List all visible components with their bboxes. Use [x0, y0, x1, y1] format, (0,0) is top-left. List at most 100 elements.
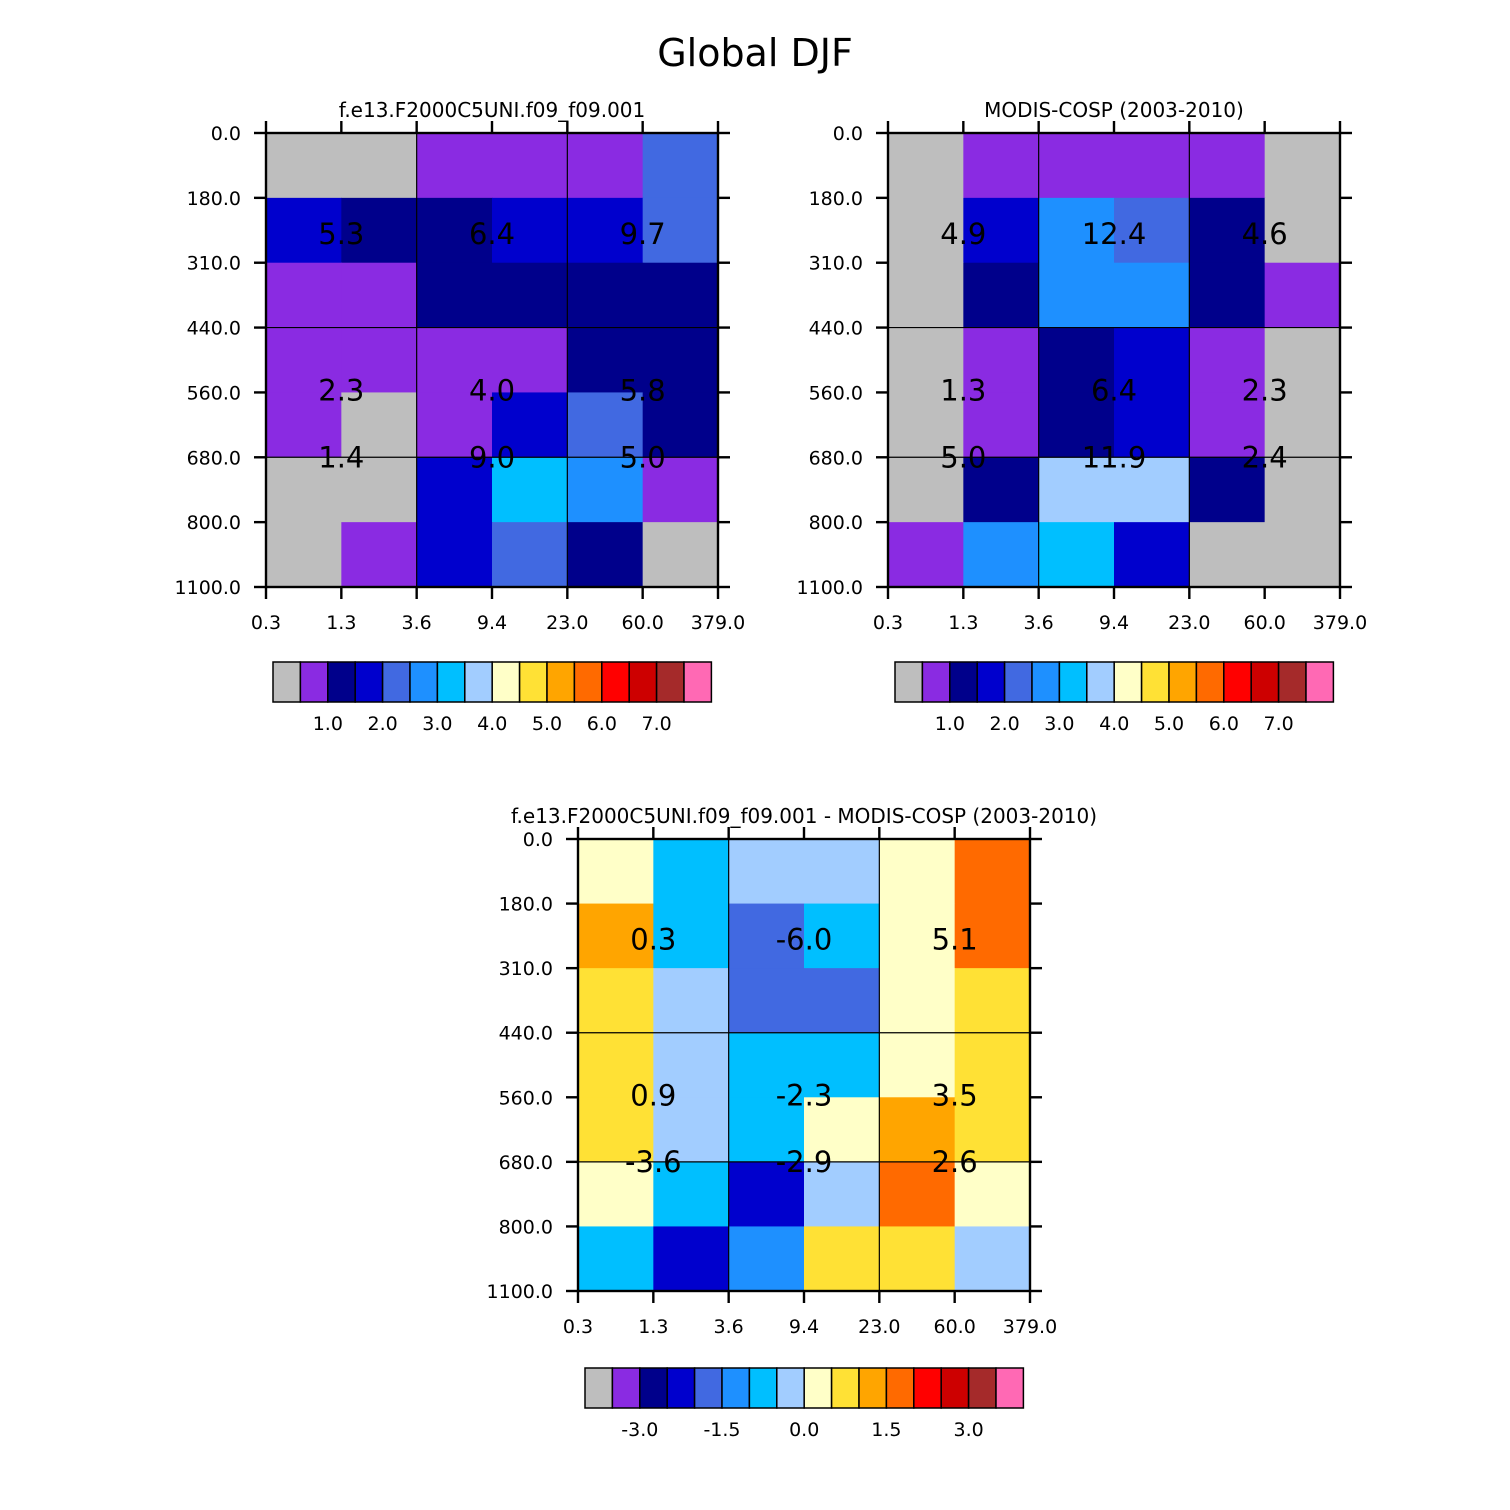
y-tick-label: 560.0	[809, 382, 863, 404]
heatmap-cell	[653, 1226, 730, 1292]
heatmap-cell	[1189, 262, 1266, 329]
colorbar-label: 5.0	[532, 713, 562, 735]
heatmap-cell	[642, 262, 719, 329]
colorbar-label: 7.0	[641, 713, 671, 735]
heatmap-cell	[492, 327, 568, 394]
heatmap-cell	[804, 903, 880, 969]
heatmap-cell	[578, 903, 654, 969]
heatmap-cell	[567, 133, 644, 199]
heatmap-cell	[578, 1097, 654, 1163]
heatmap-cell	[653, 903, 730, 969]
colorbar-box	[409, 661, 439, 703]
cell-value-label: 5.3	[318, 217, 364, 251]
colorbar-box	[601, 661, 630, 703]
cell-value-label: -2.3	[776, 1079, 833, 1113]
y-tick-label: 310.0	[499, 958, 553, 980]
cell-value-label: 5.0	[940, 440, 986, 474]
heatmap-cell	[1189, 392, 1266, 458]
x-tick-label: 9.4	[789, 1316, 819, 1338]
heatmap-cell	[642, 197, 719, 264]
colorbar-label: 1.0	[313, 713, 343, 735]
heatmap-cell	[879, 1097, 956, 1163]
colorbar-box	[518, 661, 548, 703]
colorbar-box	[666, 1367, 696, 1409]
heatmap-cell	[963, 133, 1040, 199]
colorbar-box	[976, 661, 1006, 703]
colorbar-label: 3.0	[422, 713, 452, 735]
heatmap-cell	[804, 1226, 880, 1292]
heatmap-cell	[266, 262, 342, 329]
panel-2: MODIS-COSP (2003-2010) 0.0 180.0 310.0 440.0…	[797, 98, 1368, 735]
colorbar-box	[436, 661, 466, 703]
colorbar-box	[1086, 661, 1115, 703]
y-tick-label: 800.0	[499, 1216, 553, 1238]
heatmap-cell	[1264, 392, 1341, 458]
heatmap-cell	[963, 327, 1040, 394]
colorbar-box	[327, 661, 356, 703]
heatmap-cell	[266, 133, 342, 199]
heatmap-cell	[1189, 327, 1266, 394]
x-tick-label: 23.0	[858, 1316, 900, 1338]
x-tick-label: 0.3	[563, 1316, 593, 1338]
heatmap-cell	[1264, 197, 1341, 264]
heatmap-cell	[416, 457, 493, 523]
cell-value-label: -2.9	[776, 1145, 833, 1179]
colorbar-box	[1140, 661, 1170, 703]
heatmap-cell	[642, 133, 719, 199]
heatmap-cell	[963, 457, 1040, 523]
colorbar: 1.0 2.0 3.0 4.0 5.0 6.0 7.0	[894, 661, 1335, 735]
heatmap-cell	[804, 1161, 880, 1228]
y-tick-label: 180.0	[809, 188, 863, 210]
panel-title: f.e13.F2000C5UNI.f09_f09.001 - MODIS-COS…	[511, 804, 1097, 828]
heatmap-cell	[1114, 197, 1190, 264]
colorbar-box	[1003, 661, 1033, 703]
cell-value-label: 5.1	[932, 923, 978, 957]
heatmap-cell	[804, 1097, 880, 1163]
x-tick-label: 0.3	[873, 612, 903, 634]
y-tick-label: 310.0	[187, 253, 241, 275]
x-tick-label: 3.6	[714, 1316, 744, 1338]
heatmap-cell	[879, 1226, 956, 1292]
colorbar-box	[546, 661, 576, 703]
heatmap-cell	[578, 1032, 654, 1098]
heatmap-cell	[1114, 522, 1190, 588]
x-tick-label: 379.0	[691, 612, 745, 634]
heatmap-cell	[1264, 133, 1341, 199]
heatmap-cell	[954, 903, 1031, 969]
colorbar-box	[894, 661, 924, 703]
colorbar-label: -3.0	[621, 1419, 658, 1441]
heatmap-cell	[963, 197, 1040, 264]
heatmap-cell	[341, 262, 418, 329]
heatmap-cell	[1114, 133, 1190, 199]
heatmap-cell	[492, 457, 568, 523]
heatmap-cell	[653, 1161, 730, 1228]
heatmap-cell	[266, 327, 342, 394]
heatmap-cell	[567, 327, 644, 394]
colorbar-box	[491, 661, 521, 703]
heatmap-cell	[888, 392, 964, 458]
colorbar-box	[354, 661, 384, 703]
cell-value-label: 9.7	[620, 217, 666, 251]
heatmap-cell	[954, 968, 1031, 1034]
cell-value-label: 5.0	[620, 440, 666, 474]
heatmap-cell	[653, 1097, 730, 1163]
heatmap-cell	[1189, 197, 1266, 264]
heatmap-cell	[266, 522, 342, 588]
heatmap-cell	[266, 457, 342, 523]
cell-value-label: 4.6	[1242, 217, 1288, 251]
panel-title: f.e13.F2000C5UNI.f09_f09.001	[339, 98, 646, 122]
heatmap-cell	[728, 1161, 805, 1228]
x-tick-label: 60.0	[1244, 612, 1286, 634]
heatmap-cell	[416, 133, 493, 199]
colorbar-label: 4.0	[477, 713, 507, 735]
colorbar-box	[1031, 661, 1061, 703]
colorbar-box	[639, 1367, 668, 1409]
heatmap-cell	[578, 1161, 654, 1228]
colorbar-box	[1058, 661, 1088, 703]
heatmap-cell	[804, 839, 880, 905]
heatmap-cell	[954, 1097, 1031, 1163]
y-tick-label: 1100.0	[487, 1281, 553, 1303]
heatmap-cell	[567, 392, 644, 458]
y-tick-label: 310.0	[809, 253, 863, 275]
heatmap-cell	[1114, 327, 1190, 394]
